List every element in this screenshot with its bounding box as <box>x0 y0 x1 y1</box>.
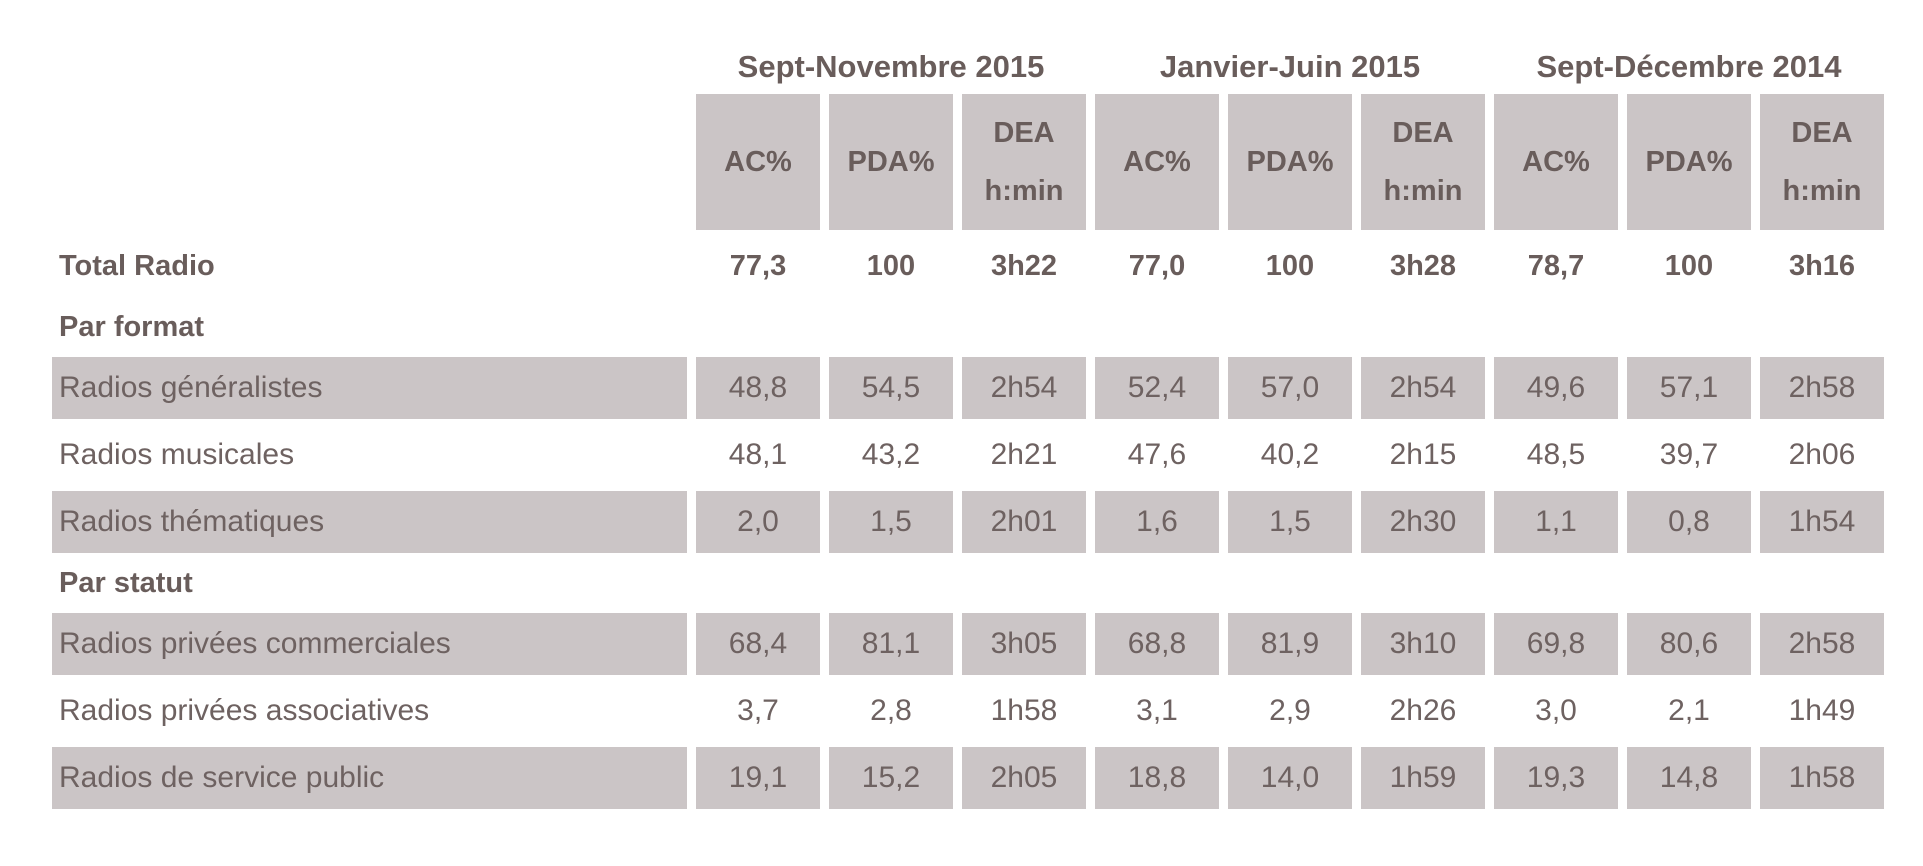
table-cell: 14,0 <box>1228 747 1352 809</box>
table-cell: 2,1 <box>1668 694 1710 727</box>
row-label: Radios musicales <box>59 438 295 471</box>
table-cell: 3h22 <box>990 249 1058 282</box>
row-label: Radios privées associatives <box>59 694 430 727</box>
table-cell: 2h54 <box>962 357 1086 419</box>
table-cell: 2,8 <box>870 694 912 727</box>
table-cell: 68,4 <box>696 613 820 675</box>
table-cell: 81,1 <box>829 613 953 675</box>
table-cell: 100 <box>1265 249 1315 282</box>
table-cell: 2h54 <box>1361 357 1485 419</box>
table-row-radios-thematiques: Radios thématiques 2,0 1,5 2h01 1,6 1,5 … <box>52 491 1884 553</box>
table-cell: 2h58 <box>1760 613 1884 675</box>
table-cell: 77,0 <box>1128 249 1186 282</box>
table-cell: 1,1 <box>1494 491 1618 553</box>
section-row-par-statut: Par statut <box>52 558 1884 608</box>
table-cell: 48,8 <box>696 357 820 419</box>
table-cell: 47,6 <box>1127 438 1187 471</box>
period-header-janv-juin-2015: Janvier-Juin 2015 <box>1159 49 1421 84</box>
column-header-dea: DEA h:min <box>962 94 1086 230</box>
column-header-pda: PDA% <box>1228 94 1352 230</box>
table-cell: 0,8 <box>1627 491 1751 553</box>
table-cell: 100 <box>866 249 916 282</box>
row-label: Radios privées commerciales <box>52 613 687 675</box>
table-cell: 57,0 <box>1228 357 1352 419</box>
table-cell: 54,5 <box>829 357 953 419</box>
table-cell: 1h54 <box>1760 491 1884 553</box>
table-cell: 40,2 <box>1260 438 1320 471</box>
row-label: Radios thématiques <box>52 491 687 553</box>
table-cell: 1h59 <box>1361 747 1485 809</box>
table-cell: 3h05 <box>962 613 1086 675</box>
column-header-ac: AC% <box>1095 94 1219 230</box>
table-cell: 69,8 <box>1494 613 1618 675</box>
period-header-sept-dec-2014: Sept-Décembre 2014 <box>1536 49 1842 84</box>
table-cell: 1,6 <box>1095 491 1219 553</box>
table-cell: 3,1 <box>1136 694 1178 727</box>
table-cell: 78,7 <box>1527 249 1585 282</box>
table-cell: 2,9 <box>1269 694 1311 727</box>
row-label: Radios de service public <box>52 747 687 809</box>
period-header-sept-nov-2015: Sept-Novembre 2015 <box>737 49 1045 84</box>
column-header-pda: PDA% <box>1627 94 1751 230</box>
row-label: Total Radio <box>59 249 215 282</box>
table-cell: 1,5 <box>1228 491 1352 553</box>
table-cell: 19,1 <box>696 747 820 809</box>
table-cell: 1h49 <box>1788 694 1856 727</box>
table-cell: 1h58 <box>1760 747 1884 809</box>
table-cell: 3h28 <box>1389 249 1457 282</box>
table-cell: 2h15 <box>1389 438 1457 471</box>
column-header-dea: DEA h:min <box>1760 94 1884 230</box>
table-cell: 49,6 <box>1494 357 1618 419</box>
table-cell: 2h26 <box>1389 694 1457 727</box>
table-cell: 2h01 <box>962 491 1086 553</box>
table-cell: 3h16 <box>1788 249 1856 282</box>
table-cell: 52,4 <box>1095 357 1219 419</box>
table-cell: 15,2 <box>829 747 953 809</box>
table-row-radios-de-service-public: Radios de service public 19,1 15,2 2h05 … <box>52 747 1884 809</box>
table-cell: 14,8 <box>1627 747 1751 809</box>
table-cell: 100 <box>1664 249 1714 282</box>
table-cell: 48,5 <box>1526 438 1586 471</box>
table-cell: 2h05 <box>962 747 1086 809</box>
table-row-total-radio: Total Radio 77,3 100 3h22 77,0 100 3h28 … <box>52 235 1884 297</box>
column-header-ac: AC% <box>696 94 820 230</box>
table-cell: 2h21 <box>990 438 1058 471</box>
table-cell: 18,8 <box>1095 747 1219 809</box>
row-label: Radios généralistes <box>52 357 687 419</box>
table-cell: 68,8 <box>1095 613 1219 675</box>
column-header-row: AC% PDA% DEA h:min AC% PDA% DEA h:min AC… <box>52 94 1884 230</box>
table-cell: 19,3 <box>1494 747 1618 809</box>
table-cell: 48,1 <box>728 438 788 471</box>
table-row-radios-musicales: Radios musicales 48,1 43,2 2h21 47,6 40,… <box>52 424 1884 486</box>
period-header-row: Sept-Novembre 2015 Janvier-Juin 2015 Sep… <box>52 33 1884 89</box>
corner-spacer <box>52 33 687 89</box>
corner-spacer <box>52 94 687 230</box>
table-cell: 81,9 <box>1228 613 1352 675</box>
table-cell: 80,6 <box>1627 613 1751 675</box>
section-label: Par statut <box>59 566 193 599</box>
table-cell: 2h30 <box>1361 491 1485 553</box>
table-cell: 57,1 <box>1627 357 1751 419</box>
column-header-dea: DEA h:min <box>1361 94 1485 230</box>
table-row-radios-generalistes: Radios généralistes 48,8 54,5 2h54 52,4 … <box>52 357 1884 419</box>
table-cell: 2h58 <box>1760 357 1884 419</box>
table-cell: 2,0 <box>696 491 820 553</box>
table-cell: 77,3 <box>729 249 787 282</box>
table-cell: 43,2 <box>861 438 921 471</box>
table-cell: 3,0 <box>1535 694 1577 727</box>
section-row-par-format: Par format <box>52 302 1884 352</box>
table-cell: 39,7 <box>1659 438 1719 471</box>
table-row-radios-privees-associatives: Radios privées associatives 3,7 2,8 1h58… <box>52 680 1884 742</box>
radio-audience-table: Sept-Novembre 2015 Janvier-Juin 2015 Sep… <box>43 28 1893 814</box>
table-cell: 3,7 <box>737 694 779 727</box>
table-row-radios-privees-commerciales: Radios privées commerciales 68,4 81,1 3h… <box>52 613 1884 675</box>
section-label: Par format <box>59 310 205 343</box>
table-cell: 1,5 <box>829 491 953 553</box>
table-cell: 2h06 <box>1788 438 1856 471</box>
table-cell: 3h10 <box>1361 613 1485 675</box>
column-header-ac: AC% <box>1494 94 1618 230</box>
table-cell: 1h58 <box>990 694 1058 727</box>
column-header-pda: PDA% <box>829 94 953 230</box>
